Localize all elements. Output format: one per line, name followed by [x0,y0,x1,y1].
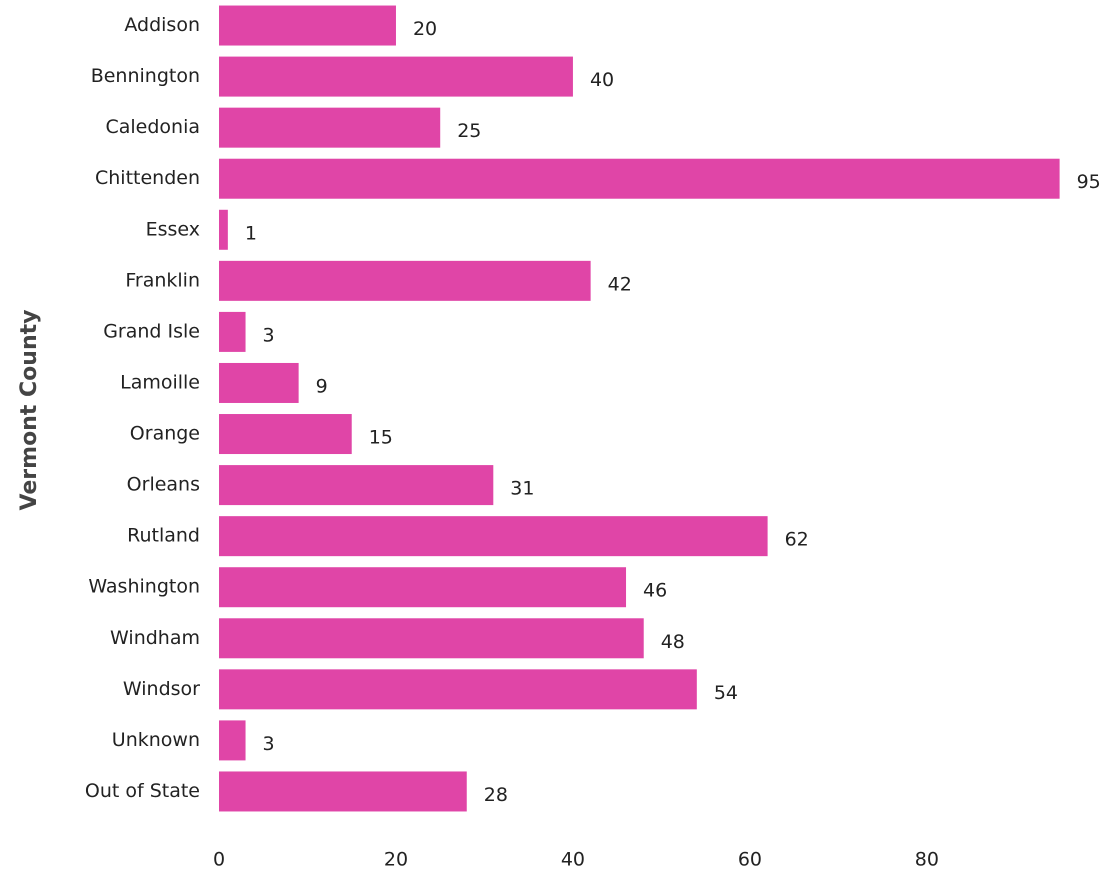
bar [219,158,1060,199]
bar [219,209,228,250]
data-label: 9 [316,375,328,397]
y-tick-label: Bennington [91,65,200,87]
bar [219,720,246,761]
y-tick-label: Rutland [127,525,200,547]
data-label: 1 [245,222,257,244]
data-label: 48 [661,631,685,653]
data-label: 15 [369,427,393,449]
bar [219,771,467,812]
bar [219,414,352,455]
data-label: 31 [510,478,534,500]
y-tick-label: Chittenden [95,167,200,189]
bar [219,516,768,557]
data-label: 20 [413,18,437,40]
y-tick-label: Windsor [123,678,200,700]
bar [219,362,299,403]
y-tick-label: Windham [110,627,200,649]
data-label: 54 [714,682,738,704]
bar [219,669,697,710]
bar [219,567,627,608]
y-tick-label: Addison [124,14,200,36]
bar [219,618,644,659]
data-label: 28 [484,784,508,806]
data-label: 62 [785,529,809,551]
x-tick-label: 80 [915,849,939,871]
y-tick-label: Grand Isle [103,320,200,342]
x-tick-label: 20 [384,849,408,871]
data-label: 25 [457,120,481,142]
bar [219,260,591,301]
data-label: 46 [643,580,667,602]
y-tick-label: Orleans [127,474,200,496]
data-label: 42 [608,273,632,295]
y-tick-label: Essex [146,218,200,240]
y-tick-label: Out of State [85,780,200,802]
y-tick-label: Caledonia [105,116,200,138]
y-tick-label: Franklin [125,269,200,291]
y-tick-label: Washington [88,576,200,598]
data-label: 95 [1077,171,1101,193]
bar [219,56,573,97]
bar [219,311,246,352]
data-label: 3 [263,733,275,755]
bar [219,5,396,46]
bar [219,465,494,506]
y-tick-label: Unknown [112,729,200,751]
data-label: 3 [263,324,275,346]
x-tick-label: 0 [213,849,225,871]
x-tick-label: 40 [561,849,585,871]
y-tick-label: Lamoille [120,371,200,393]
data-label: 40 [590,69,614,91]
y-tick-label: Orange [130,423,200,445]
y-axis-label: Vermont County [17,310,42,511]
x-tick-label: 60 [738,849,762,871]
bar [219,107,441,148]
